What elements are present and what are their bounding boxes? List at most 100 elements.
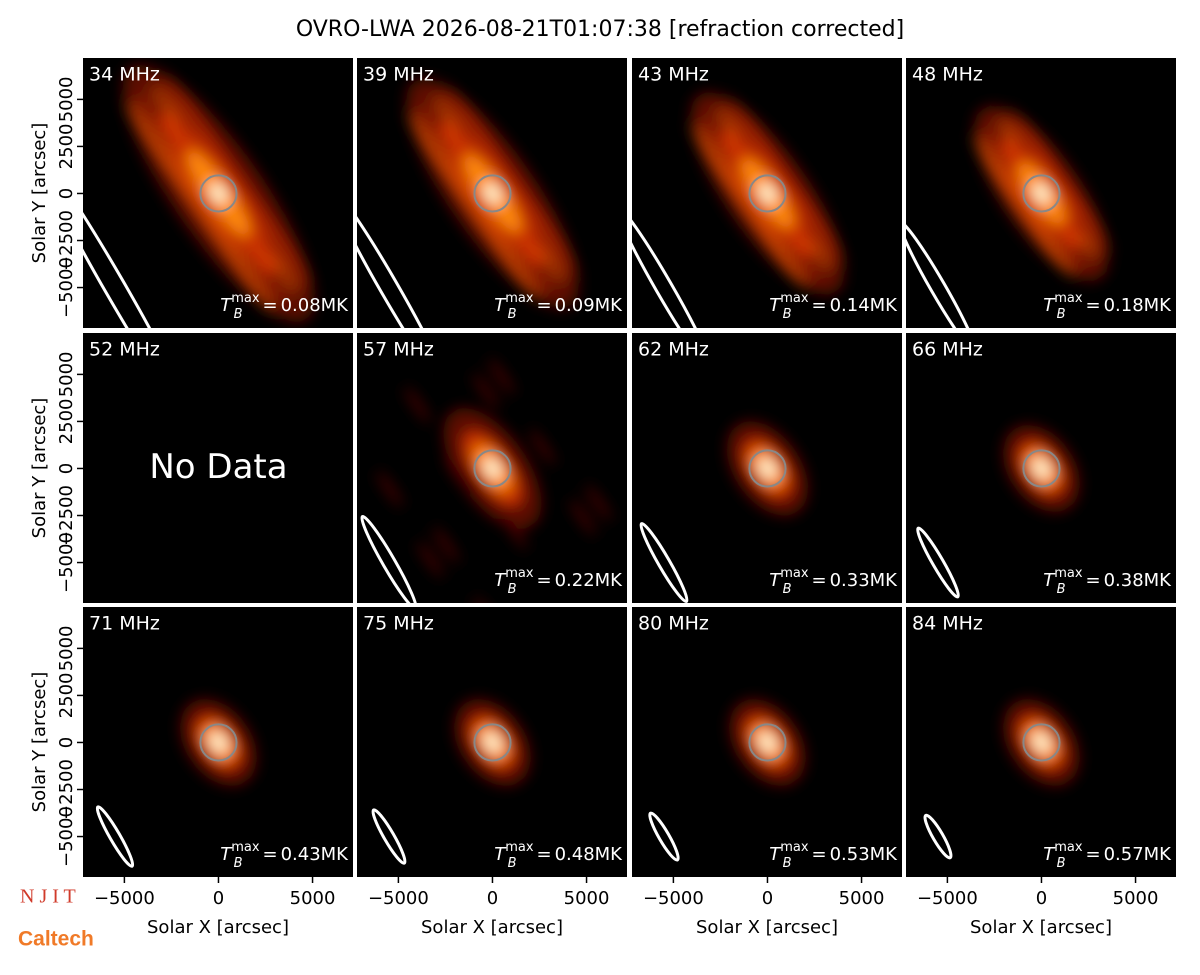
tb-value: 0.33 [830, 570, 870, 591]
solar-limb [1022, 723, 1061, 762]
noise-streak [529, 428, 556, 466]
tb-equals: = [811, 570, 826, 591]
tb-symbol: T [769, 844, 782, 865]
emission [406, 78, 579, 309]
beam [906, 221, 978, 328]
tb-subscript: B [783, 582, 792, 597]
tb-unit: MK [321, 844, 350, 865]
figure-title: OVRO-LWA 2026-08-21T01:07:38 [refraction… [296, 17, 904, 42]
y-tick-label: 5000 [56, 351, 77, 397]
x-tick-label: 0 [213, 888, 224, 909]
panel-title: 57 MHz [363, 339, 434, 361]
tb-unit: MK [870, 844, 899, 865]
logo-caltech: Caltech [18, 928, 94, 951]
tb-value: 0.53 [830, 844, 870, 865]
tb-subscript: B [234, 856, 243, 871]
y-axis-label: Solar Y [arcsec] [29, 123, 50, 264]
panel: Tmax B = 0.57MK [906, 607, 1176, 877]
tb-unit: MK [870, 570, 899, 591]
beam [360, 514, 418, 603]
no-data-note: No Data [149, 447, 287, 487]
emission-streak [727, 98, 843, 263]
y-tick-label: −2500 [56, 485, 77, 546]
tb-value: 0.18 [1104, 295, 1144, 316]
y-axis-label: Solar Y [arcsec] [29, 672, 50, 813]
panel-title: 80 MHz [638, 613, 709, 635]
noise-streak [585, 484, 612, 522]
noise-streak [488, 358, 515, 395]
y-axis-label: Solar Y [arcsec] [29, 398, 50, 539]
noise-streak [376, 470, 403, 508]
tb-unit: MK [1144, 844, 1173, 865]
tb-equals: = [1085, 844, 1100, 865]
panel-title: 34 MHz [89, 64, 160, 86]
panel-title: 43 MHz [638, 64, 709, 86]
solar-limb [199, 174, 238, 213]
tb-unit: MK [595, 570, 624, 591]
emission-core [1031, 731, 1051, 754]
tb-value: 0.08 [281, 295, 321, 316]
solar-limb [748, 174, 787, 213]
panel: Tmax B = 0.09MK [357, 58, 627, 328]
beam [632, 205, 713, 328]
x-tick-label: 5000 [1113, 888, 1159, 909]
emission-core [757, 182, 777, 205]
tb-symbol: T [1043, 570, 1056, 591]
noise-streak [501, 513, 528, 550]
y-tick-label: 2500 [56, 124, 77, 170]
tb-superscript: max [780, 291, 809, 306]
tb-value: 0.57 [1104, 844, 1144, 865]
tb-max-label: Tmax B = 0.08MK [220, 291, 349, 322]
tb-subscript: B [508, 582, 517, 597]
noise-streak [417, 541, 444, 578]
tb-max-label: Tmax B = 0.18MK [1043, 291, 1172, 322]
solar-limb [748, 449, 787, 488]
tb-subscript: B [1057, 582, 1066, 597]
panel: Tmax B = 0.22MK [357, 333, 627, 603]
panel-title: 52 MHz [89, 339, 160, 361]
emission-streak [973, 135, 1073, 277]
tb-equals: = [811, 844, 826, 865]
panel: Tmax B = 0.38MK [906, 333, 1176, 603]
beam [357, 187, 448, 328]
tb-max-label: Tmax B = 0.14MK [769, 291, 898, 322]
tb-symbol: T [769, 295, 782, 316]
tb-subscript: B [783, 856, 792, 871]
tb-max-label: Tmax B = 0.33MK [769, 566, 898, 597]
tb-equals: = [811, 295, 826, 316]
beam [83, 156, 192, 328]
panel-title: 39 MHz [363, 64, 434, 86]
x-axis-label: Solar X [arcsec] [421, 917, 563, 938]
solar-limb [199, 723, 238, 762]
tb-superscript: max [505, 840, 534, 855]
noise-streak [432, 526, 459, 564]
panel: Tmax B = 0.43MK [83, 607, 353, 877]
panel-title: 71 MHz [89, 613, 160, 635]
y-tick-label: −5000 [56, 257, 77, 318]
tb-equals: = [262, 844, 277, 865]
tb-subscript: B [1057, 856, 1066, 871]
beam [648, 811, 680, 862]
emission-core [1031, 182, 1051, 205]
panel-title: 66 MHz [912, 339, 983, 361]
tb-superscript: max [231, 840, 260, 855]
noise-streak [472, 373, 500, 410]
tb-value: 0.09 [555, 295, 595, 316]
beam [916, 526, 960, 599]
solar-limb [1022, 449, 1061, 488]
y-tick-label: 0 [56, 463, 77, 474]
noise-streak [404, 386, 431, 424]
solar-limb [1022, 174, 1061, 213]
panel: No Data [83, 333, 353, 603]
tb-max-label: Tmax B = 0.09MK [494, 291, 623, 322]
solar-limb [473, 449, 512, 488]
tb-max-label: Tmax B = 0.48MK [494, 840, 623, 871]
emission [973, 106, 1109, 281]
emission-core [1031, 457, 1051, 480]
y-tick-label: 5000 [56, 76, 77, 122]
noise-streak [569, 499, 596, 536]
y-tick-label: −5000 [56, 806, 77, 867]
emission-streak [408, 112, 540, 300]
tb-unit: MK [321, 295, 350, 316]
tb-value: 0.14 [830, 295, 870, 316]
